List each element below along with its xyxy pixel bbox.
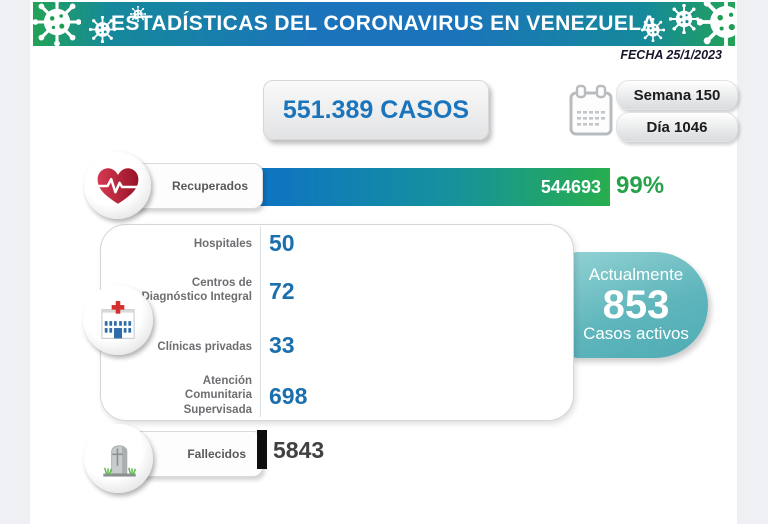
deceased-label: Fallecidos bbox=[187, 447, 246, 461]
facility-label-clinicas: Clínicas privadas bbox=[157, 341, 252, 353]
hospital-icon bbox=[83, 285, 153, 355]
date-label: FECHA 25/1/2023 bbox=[620, 48, 722, 62]
day-badge: Día 1046 bbox=[616, 112, 738, 142]
calendar-icon bbox=[569, 84, 613, 136]
total-cases-box: 551.389 CASOS bbox=[263, 80, 489, 140]
virus-icon bbox=[33, 2, 81, 46]
facility-value-hospitales: 50 bbox=[269, 230, 295, 256]
total-cases-value: 551.389 CASOS bbox=[282, 95, 470, 124]
facility-label-hospitales: Hospitales bbox=[193, 238, 252, 250]
virus-icon bbox=[697, 2, 735, 46]
virus-icon bbox=[130, 6, 146, 22]
week-badge: Semana 150 bbox=[616, 80, 738, 110]
deceased-bar bbox=[257, 430, 267, 469]
facility-value-cdi: 72 bbox=[269, 278, 295, 304]
recovered-label: Recuperados bbox=[171, 179, 248, 193]
facility-value-atencion: 698 bbox=[269, 383, 308, 409]
active-cases-caption-top: Actualmente bbox=[588, 265, 684, 285]
active-cases-box: Actualmente 853 Casos activos bbox=[564, 252, 708, 358]
panel-divider bbox=[260, 226, 261, 417]
recovered-value: 544693 bbox=[540, 176, 601, 197]
facility-label-atencion: Atención Comunitaria Supervisada bbox=[183, 375, 252, 416]
heart-pulse-icon bbox=[84, 152, 151, 219]
recovered-percent: 99% bbox=[616, 172, 665, 199]
virus-icon bbox=[89, 16, 116, 43]
recovered-progress-bar: 544693 bbox=[258, 168, 610, 206]
active-cases-caption-bottom: Casos activos bbox=[583, 324, 689, 343]
facility-label-cdi: Centros de Diagnóstico Integral bbox=[141, 277, 252, 304]
tombstone-icon bbox=[84, 424, 153, 493]
deceased-value: 5843 bbox=[273, 437, 325, 463]
page-title: ESTADÍSTICAS DEL CORONAVIRUS EN VENEZUEL… bbox=[110, 12, 658, 35]
facility-value-clinicas: 33 bbox=[269, 332, 295, 358]
virus-icon bbox=[669, 4, 699, 34]
header-banner: ESTADÍSTICAS DEL CORONAVIRUS EN VENEZUEL… bbox=[33, 2, 735, 46]
active-cases-value: 853 bbox=[602, 283, 670, 327]
virus-icon bbox=[641, 18, 665, 42]
facilities-panel bbox=[100, 224, 574, 421]
